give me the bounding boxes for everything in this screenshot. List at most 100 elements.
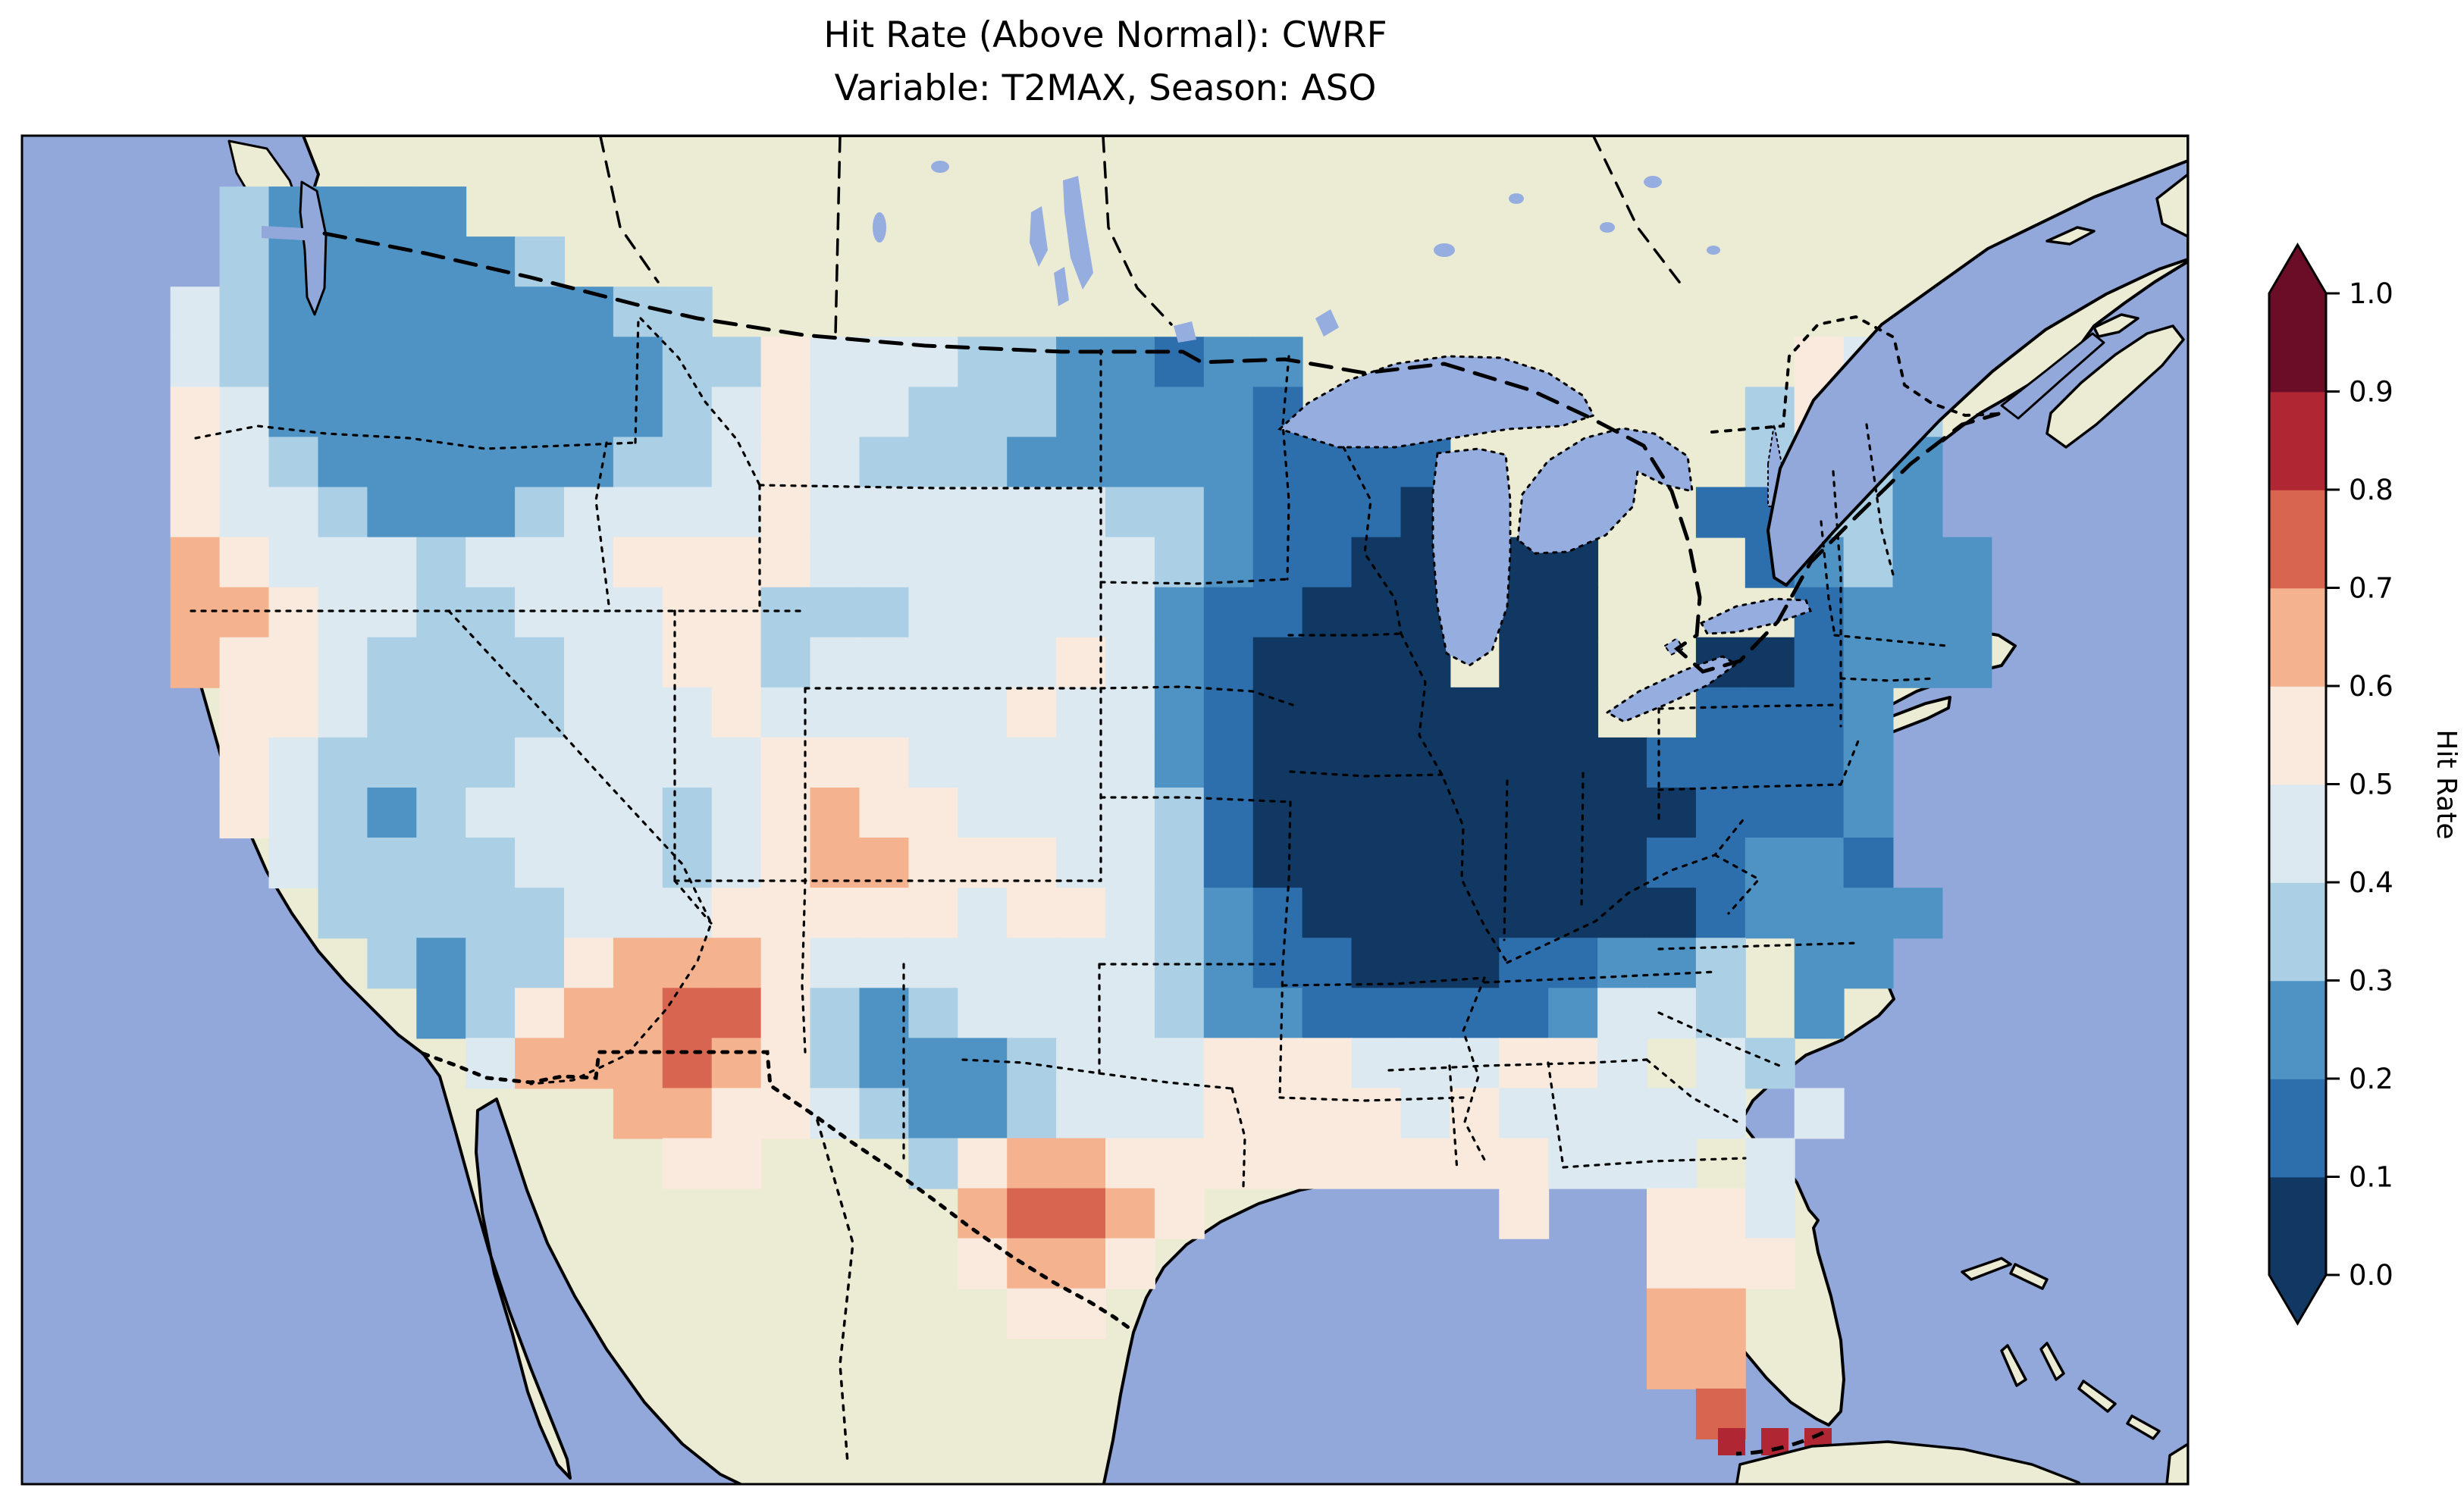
grid-cell — [613, 988, 663, 1039]
grid-cell — [1695, 788, 1746, 839]
grid-cell — [859, 587, 910, 638]
grid-cell — [1007, 1288, 1058, 1339]
grid-cell — [1105, 337, 1155, 388]
grid-cell — [219, 186, 270, 238]
grid-cell — [908, 637, 959, 688]
grid-cell — [958, 988, 1008, 1039]
puget-sound — [299, 180, 328, 316]
grid-cell — [760, 337, 811, 388]
grid-cell — [662, 337, 713, 388]
mexico-state-border — [816, 1119, 854, 1464]
grid-cell — [1597, 938, 1647, 989]
grid-cell — [1007, 988, 1058, 1039]
grid-cell — [1695, 1188, 1746, 1239]
grid-cell — [1745, 387, 1795, 438]
grid-cell — [1056, 587, 1106, 638]
canada-province-border — [599, 136, 660, 283]
grid-cell — [760, 737, 811, 788]
grid-cell — [367, 186, 418, 238]
grid-cell — [1695, 1038, 1746, 1089]
grid-cell — [1695, 938, 1746, 989]
grid-cell — [1450, 1038, 1500, 1089]
grid-cell — [1695, 1088, 1746, 1139]
grid-cell — [416, 337, 467, 388]
grid-cell — [1007, 437, 1058, 488]
grid-cell — [416, 988, 467, 1039]
colorbar-tick-label: 0.6 — [2349, 670, 2393, 703]
grid-cell — [515, 637, 565, 688]
grid-cell — [1154, 487, 1205, 538]
grid-cell — [958, 437, 1008, 488]
grid-cell — [958, 888, 1008, 939]
colorbar-under-arrow — [2269, 1275, 2326, 1323]
chart-subtitle: Variable: T2MAX, Season: ASO — [835, 67, 1377, 109]
small-lake — [873, 212, 886, 243]
grid-cell — [760, 537, 811, 588]
grid-cell — [1252, 1138, 1303, 1189]
grid-cell — [367, 387, 418, 438]
grid-cell — [1892, 537, 1943, 588]
grid-cell — [564, 637, 614, 688]
grid-cell — [958, 1038, 1008, 1089]
grid-cell — [1647, 938, 1697, 989]
grid-cell — [1007, 1188, 1058, 1239]
grid-cell — [1794, 988, 1845, 1039]
grid-cell — [613, 637, 663, 688]
grid-cell — [958, 687, 1008, 738]
bahama-cay — [2126, 1414, 2161, 1440]
grid-cell — [1351, 838, 1402, 889]
grid-cell — [1056, 1138, 1106, 1189]
grid-cell — [318, 788, 368, 839]
grid-cell — [1450, 938, 1500, 989]
map-frame-outline — [20, 134, 2190, 1486]
florida-keys-arc — [1735, 1430, 1825, 1456]
grid-cell — [958, 387, 1008, 438]
canada-province-border — [1592, 136, 1683, 287]
grid-cell — [711, 437, 762, 488]
grid-cell — [1252, 587, 1303, 638]
grid-cell — [1105, 737, 1155, 788]
grid-cell — [1154, 1088, 1205, 1139]
grid-cell — [760, 387, 811, 438]
prince-edward-island — [2093, 313, 2140, 338]
grid-cell — [1745, 687, 1795, 738]
grid-cell — [1105, 1188, 1155, 1239]
grid-cell — [1843, 687, 1894, 738]
grid-cell — [1252, 487, 1303, 538]
lake-of-the-woods — [1174, 321, 1196, 343]
grid-cell — [859, 387, 910, 438]
grid-cell — [1400, 687, 1451, 738]
grid-cell — [1745, 1138, 1795, 1189]
small-lake — [931, 161, 949, 173]
grid-cell — [1007, 938, 1058, 989]
colorbar-band — [2269, 1079, 2326, 1178]
grid-cell — [515, 587, 565, 638]
grand-bahama — [1961, 1257, 2012, 1281]
grid-cell — [219, 687, 270, 738]
ocean-inlets — [262, 159, 2188, 587]
colorbar-band — [2269, 391, 2326, 490]
grid-cell — [613, 587, 663, 638]
grid-cell — [810, 537, 861, 588]
lake-winnipeg — [1063, 176, 1093, 290]
grid-cell — [711, 687, 762, 738]
hit-rate-data-grid — [170, 186, 1992, 1439]
grid-cell — [1056, 1188, 1106, 1239]
grid-cell — [958, 1138, 1008, 1189]
small-lake — [1600, 222, 1615, 233]
grid-cell — [1647, 1188, 1697, 1239]
grid-cell — [1203, 487, 1254, 538]
grid-cell — [1302, 587, 1353, 638]
grid-cell — [711, 637, 762, 688]
grid-cell — [908, 387, 959, 438]
grid-cell — [1007, 537, 1058, 588]
international-borders — [322, 136, 2001, 1464]
grid-cell — [958, 537, 1008, 588]
grid-cell — [1892, 637, 1943, 688]
grid-cell — [1007, 737, 1058, 788]
grid-cell — [1154, 637, 1205, 688]
grid-cell — [1154, 1138, 1205, 1189]
grid-cell — [1056, 687, 1106, 738]
grid-cell — [1203, 737, 1254, 788]
grid-cell — [1154, 537, 1205, 588]
